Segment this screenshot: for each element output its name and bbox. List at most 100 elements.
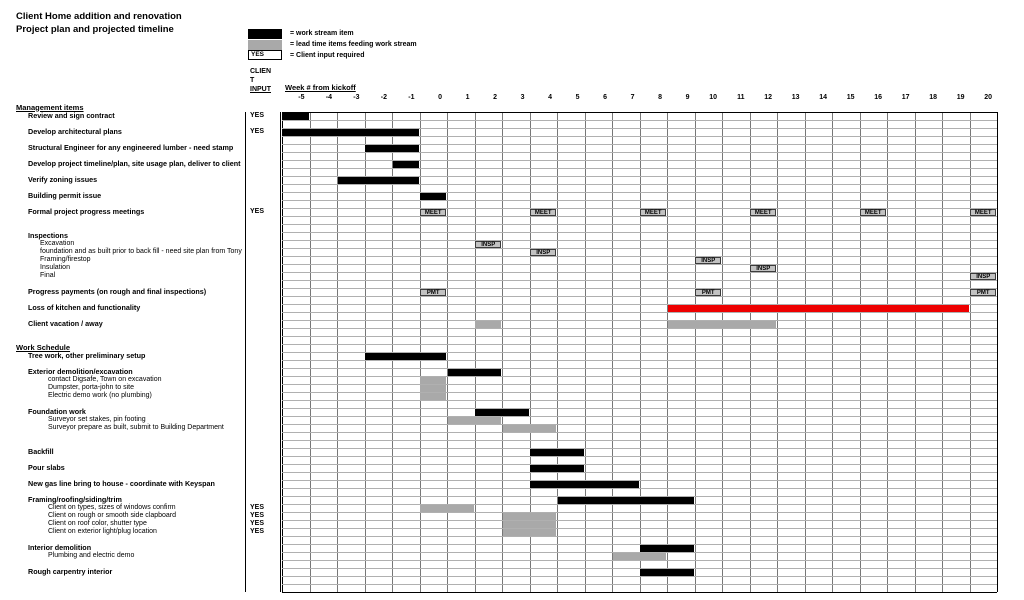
- grid-line-horizontal: [282, 160, 997, 161]
- task-label: Progress payments (on rough and final in…: [28, 286, 207, 296]
- client-input-flag: YES: [250, 528, 265, 535]
- grid-line-horizontal: [282, 192, 997, 193]
- task-label: Electric demo work (no plumbing): [48, 391, 152, 399]
- page-title: Client Home addition and renovation Proj…: [16, 10, 182, 36]
- grid-line-horizontal: [282, 264, 997, 265]
- week-label: 8: [658, 94, 662, 101]
- week-label: 3: [520, 94, 525, 101]
- grid-line-horizontal: [282, 216, 997, 217]
- grid-line-horizontal: [282, 584, 997, 585]
- week-label: 9: [685, 94, 690, 101]
- grid-line-horizontal: [282, 592, 997, 593]
- week-label: 13: [791, 94, 800, 101]
- grid-line-horizontal: [282, 560, 997, 561]
- task-label: contact Digsafe, Town on excavation: [48, 375, 162, 383]
- task-label: Structural Engineer for any engineered l…: [28, 142, 234, 152]
- grid-line-horizontal: [282, 512, 997, 513]
- milestone-cell: MEET: [420, 208, 447, 216]
- week-label: 12: [764, 94, 772, 101]
- task-label: Client vacation / away: [28, 318, 103, 328]
- week-label: 6: [603, 94, 607, 101]
- grid-line-horizontal: [282, 440, 997, 441]
- gantt-bar-gray: [420, 393, 447, 400]
- gantt-bar-gray: [612, 553, 667, 560]
- grid-line-horizontal: [282, 456, 997, 457]
- week-label: 5: [575, 94, 580, 101]
- task-label: Surveyor prepare as built, submit to Bui…: [48, 423, 224, 431]
- gantt-bar-gray: [502, 425, 557, 432]
- grid-line-horizontal: [282, 120, 997, 121]
- milestone-cell: MEET: [860, 208, 887, 216]
- task-label: Verify zoning issues: [28, 174, 98, 184]
- legend-swatch-client-input: YES: [248, 50, 282, 60]
- task-label: Excavation: [40, 239, 75, 247]
- week-axis-title: Week # from kickoff: [285, 83, 356, 92]
- grid-line-horizontal: [282, 112, 997, 113]
- grid-line-horizontal: [282, 296, 997, 297]
- task-label: Client on types, sizes of windows confir…: [48, 503, 176, 511]
- grid-line-horizontal: [282, 536, 997, 537]
- task-label: Backfill: [28, 446, 54, 456]
- task-label: Pour slabs: [28, 462, 65, 472]
- grid-line-horizontal: [282, 472, 997, 473]
- legend-label-lead-time: = lead time items feeding work stream: [290, 41, 417, 48]
- grid-line-horizontal: [282, 496, 997, 497]
- gantt-bar-black: [392, 161, 419, 168]
- gantt-bar-black: [365, 353, 447, 360]
- grid-line-horizontal: [282, 320, 997, 321]
- milestone-cell: INSP: [970, 272, 997, 280]
- gantt-bar-red: [667, 305, 969, 312]
- gantt-bar-gray: [447, 417, 502, 424]
- gantt-bar-black: [282, 113, 309, 120]
- grid-line-horizontal: [282, 520, 997, 521]
- gantt-bar-black: [530, 449, 584, 456]
- section-label: Work Schedule: [16, 342, 71, 352]
- gantt-bar-black: [557, 497, 694, 504]
- client-input-flag: YES: [250, 520, 265, 527]
- grid-line-horizontal: [282, 432, 997, 433]
- week-label: 14: [819, 94, 827, 101]
- week-label: 1: [465, 94, 470, 101]
- task-label: Client on roof color, shutter type: [48, 519, 147, 527]
- week-label: -3: [353, 94, 360, 101]
- grid-line-horizontal: [282, 312, 997, 313]
- client-input-flag: YES: [250, 512, 265, 519]
- section-label: Management items: [16, 102, 84, 112]
- gantt-bar-black: [447, 369, 502, 376]
- week-label: 10: [709, 94, 717, 101]
- gantt-grid: MEET MEET MEET MEET MEET MEET INSP INSP INSP INSP…: [282, 112, 998, 593]
- week-label: -5: [298, 94, 305, 101]
- grid-line-horizontal: [282, 328, 997, 329]
- grid-line-horizontal: [282, 360, 997, 361]
- task-label: Inspections: [28, 230, 68, 240]
- grid-line-horizontal: [282, 576, 997, 577]
- week-label: -4: [325, 94, 332, 101]
- grid-line-horizontal: [282, 504, 997, 505]
- legend-swatch-work-stream: [248, 29, 282, 39]
- grid-line-horizontal: [282, 384, 997, 385]
- grid-line-horizontal: [282, 200, 997, 201]
- grid-line-horizontal: [282, 408, 997, 409]
- task-label: New gas line bring to house - coordinate…: [28, 478, 215, 488]
- client-input-flag: YES: [250, 504, 265, 511]
- week-label: 19: [956, 94, 965, 101]
- grid-line-horizontal: [282, 232, 997, 233]
- task-label: Framing/firestop: [40, 255, 91, 263]
- legend-label-client-input: = Client input required: [290, 52, 365, 59]
- task-label: Final: [40, 271, 56, 279]
- gantt-bar-black: [530, 481, 639, 488]
- milestone-cell: INSP: [475, 240, 502, 248]
- week-label: 7: [630, 94, 635, 101]
- gantt-bar-black: [337, 177, 419, 184]
- gantt-bar-gray: [502, 529, 557, 536]
- grid-line-horizontal: [282, 424, 997, 425]
- milestone-cell: INSP: [695, 256, 722, 264]
- milestone-cell: MEET: [970, 208, 997, 216]
- task-label: Interior demolition: [28, 542, 92, 552]
- task-label: Dumpster, porta-john to site: [48, 383, 134, 391]
- grid-line-horizontal: [282, 488, 997, 489]
- gantt-bar-black: [475, 409, 529, 416]
- task-label: Rough carpentry interior: [28, 566, 113, 576]
- task-label: foundation and as built prior to back fi…: [40, 247, 242, 255]
- legend-swatch-lead-time: [248, 40, 282, 50]
